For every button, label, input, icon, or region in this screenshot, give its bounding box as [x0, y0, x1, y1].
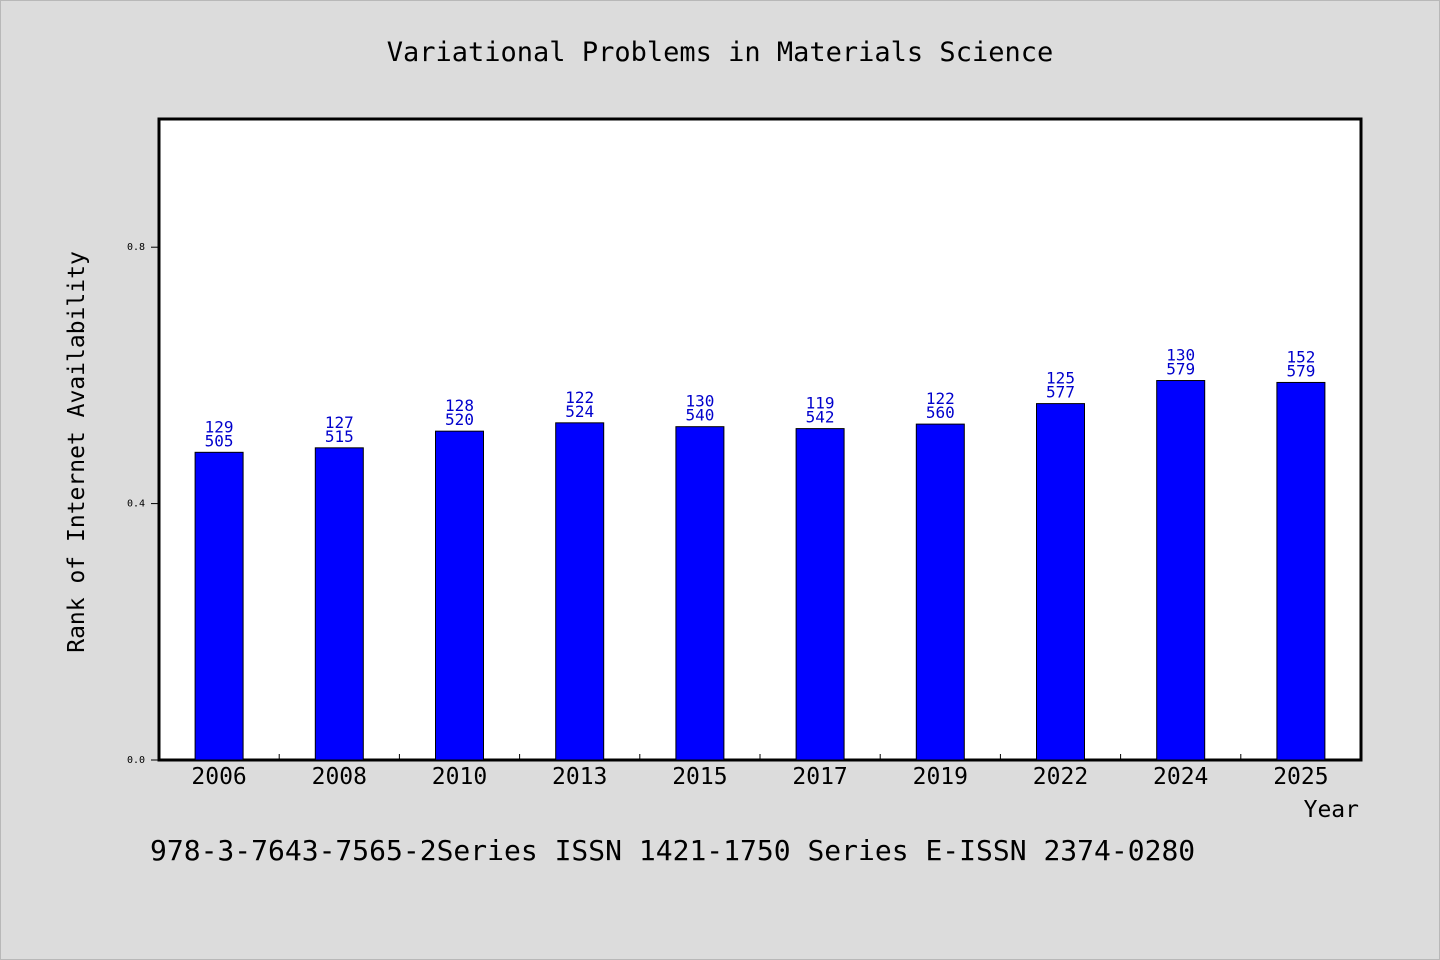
- bar-label-top: 128: [445, 396, 474, 415]
- x-tick-label: 2025: [1273, 764, 1328, 790]
- x-tick-label: 2022: [1033, 764, 1088, 790]
- bar-label-top: 119: [806, 394, 835, 413]
- x-tick-label: 2013: [552, 764, 607, 790]
- chart-title: Variational Problems in Materials Scienc…: [387, 37, 1053, 68]
- bar-label-top: 125: [1046, 369, 1075, 388]
- y-tick-label: 0.4: [127, 499, 145, 510]
- bar: [555, 422, 605, 761]
- y-axis-label: Rank of Internet Availability: [64, 251, 90, 653]
- bar-label-top: 129: [205, 417, 234, 436]
- x-axis-label: Year: [1304, 797, 1359, 823]
- footer-isbn: 978-3-7643-7565-2Series ISSN 1421-1750 S…: [150, 834, 1196, 867]
- x-tick-label: 2017: [792, 764, 847, 790]
- x-tick-label: 2008: [312, 764, 367, 790]
- bar-label-top: 130: [685, 392, 714, 411]
- bar: [1156, 380, 1206, 761]
- bar-label-bottom: 505: [205, 431, 234, 450]
- bar-label-bottom: 524: [565, 402, 594, 421]
- bar: [915, 423, 965, 761]
- bar-label-bottom: 579: [1166, 360, 1195, 379]
- x-tick-label: 2019: [913, 764, 968, 790]
- bar-label-top: 130: [1166, 346, 1195, 365]
- x-axis: 2006 2008 2010 2013 2015 2017 2019 2022 2024 2025: [191, 754, 1329, 790]
- bar: [675, 426, 725, 761]
- bar-label-bottom: 515: [325, 427, 354, 446]
- bars: [194, 380, 1326, 761]
- x-tick-label: 2015: [672, 764, 727, 790]
- bar: [194, 451, 244, 761]
- y-axis: 0.0 0.4 0.8: [127, 242, 159, 766]
- bar: [1036, 403, 1085, 761]
- bar-label-top: 127: [325, 413, 354, 432]
- bar: [435, 430, 484, 761]
- bar-labels: 1295051275151285201225241305401195421225…: [205, 346, 1316, 451]
- bar-label-bottom: 540: [685, 406, 714, 425]
- bar-label-bottom: 577: [1046, 383, 1075, 402]
- x-tick-label: 2006: [191, 764, 246, 790]
- x-tick-label: 2010: [432, 764, 487, 790]
- bar-label-bottom: 579: [1286, 361, 1315, 380]
- x-tick-label: 2024: [1153, 764, 1208, 790]
- y-tick-label: 0.8: [127, 242, 145, 253]
- bar-label-top: 122: [565, 388, 594, 407]
- y-tick-label: 0.0: [127, 755, 145, 766]
- bar-label-top: 122: [926, 389, 955, 408]
- bar-label-top: 152: [1286, 347, 1315, 366]
- bar: [1276, 381, 1326, 761]
- bar-label-bottom: 542: [806, 408, 835, 427]
- bar: [314, 447, 364, 761]
- bar-label-bottom: 560: [926, 403, 955, 422]
- bar: [795, 428, 845, 761]
- bar-label-bottom: 520: [445, 410, 474, 429]
